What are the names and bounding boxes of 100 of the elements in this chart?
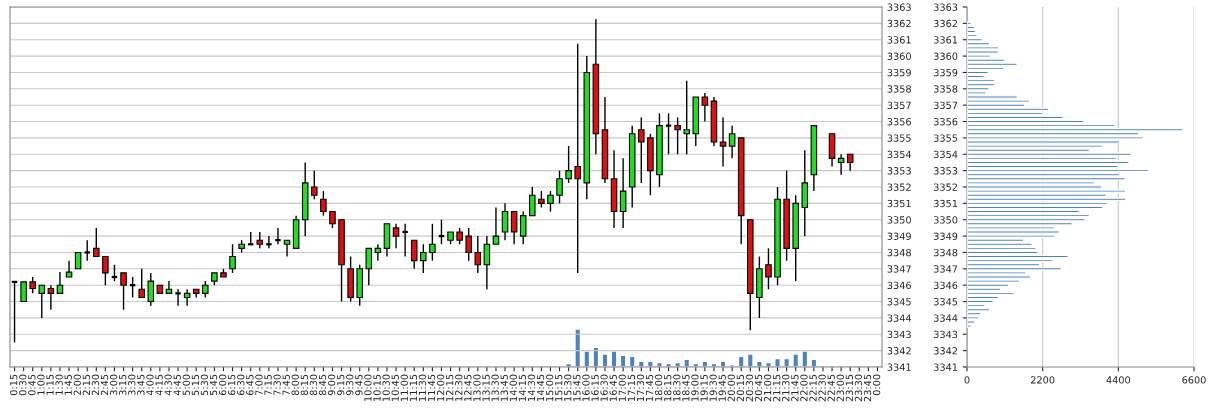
- bar: [967, 62, 1018, 67]
- x-tick-label: 2:30: [91, 374, 100, 396]
- bar: [967, 189, 1127, 193]
- candlestick: [374, 243, 382, 262]
- bar: [967, 127, 1184, 132]
- y-tick-label: 3362: [933, 19, 957, 28]
- candlestick: [492, 206, 500, 245]
- y-tick-label: 3359: [933, 68, 958, 77]
- candlestick: [83, 239, 92, 262]
- x-tick-label: 2:45: [100, 374, 109, 396]
- candlestick: [174, 288, 182, 307]
- candlestick: [265, 235, 273, 250]
- candlestick: [683, 79, 690, 155]
- candlestick: [510, 210, 518, 245]
- bar: [967, 82, 996, 87]
- x-tick-label: 6:15: [228, 374, 236, 396]
- candlestick: [38, 284, 46, 319]
- x-tick-label: 12:00: [436, 374, 445, 401]
- x-tick-label: 21:45: [791, 374, 799, 402]
- x-tick-label: 22:00: [800, 374, 808, 402]
- bar: [737, 355, 745, 367]
- x-tick-label: 20:45: [754, 374, 763, 402]
- x-tick-label: 11:00: [400, 374, 408, 401]
- y-tick-label: 3352: [887, 183, 911, 191]
- x-tick-label: 9:45: [355, 374, 363, 396]
- x-tick-label: 1:15: [46, 374, 54, 395]
- x-tick-label: 4400: [1106, 376, 1131, 384]
- y-tick-label: 3360: [887, 52, 911, 60]
- y-tick-label: 3342: [887, 347, 911, 355]
- bar: [583, 350, 591, 367]
- x-tick-label: 15:00: [545, 374, 554, 401]
- candlestick: [574, 43, 581, 274]
- y-tick-label: 3363: [887, 3, 911, 11]
- y-tick-label: 3349: [887, 232, 911, 240]
- candlestick: [410, 239, 418, 270]
- candlestick: [102, 255, 109, 286]
- x-tick-label: 3:00: [109, 374, 118, 396]
- x-tick-label: 18:00: [654, 374, 663, 401]
- y-tick-label: 3348: [887, 248, 911, 257]
- x-tick-label: 2:15: [82, 374, 91, 396]
- x-tick-label: 19:00: [691, 374, 699, 401]
- x-tick-label: 7:45: [282, 374, 290, 395]
- x-tick-label: 7:15: [264, 374, 272, 395]
- bar: [967, 99, 1031, 103]
- candlestick: [474, 235, 482, 274]
- x-tick-label: 10:00: [364, 374, 372, 401]
- x-tick-label: 14:15: [518, 374, 527, 401]
- bar: [592, 346, 600, 367]
- x-tick-label: 8:15: [300, 374, 309, 396]
- y-tick-label: 3348: [933, 248, 958, 257]
- candlestick: [701, 92, 709, 123]
- x-tick-label: 2:00: [73, 374, 81, 396]
- y-tick-label: 3342: [933, 347, 957, 355]
- x-tick-label: 19:15: [700, 374, 708, 401]
- x-tick-label: 0:30: [19, 374, 27, 396]
- x-tick-label: 12:45: [464, 374, 472, 401]
- x-tick-label: 6:30: [237, 374, 245, 396]
- x-tick-label: 4:00: [146, 374, 154, 396]
- bar: [801, 350, 809, 367]
- x-tick-label: 21:15: [773, 374, 781, 402]
- x-tick-label: 8:00: [291, 374, 299, 396]
- y-tick-label: 3358: [933, 85, 958, 93]
- x-tick-label: 3:45: [137, 374, 145, 396]
- y-tick-label: 3346: [887, 281, 911, 290]
- candlestick: [392, 223, 400, 250]
- y-tick-label: 3355: [887, 134, 911, 142]
- y-tick-label: 3353: [933, 167, 958, 175]
- x-tick-label: 13:30: [491, 374, 499, 401]
- candlestick: [147, 272, 155, 307]
- x-tick-label: 3:30: [128, 374, 136, 396]
- x-tick-label: 4:45: [173, 374, 181, 396]
- candlestick: [519, 210, 527, 245]
- candlestick: [138, 268, 145, 299]
- candlestick: [420, 243, 427, 274]
- x-tick-label: 23:45: [863, 374, 872, 402]
- x-tick-label: 10:15: [373, 374, 381, 401]
- x-tick-label: 6600: [1182, 376, 1206, 384]
- y-tick-label: 3345: [887, 298, 911, 306]
- bar: [967, 307, 991, 312]
- candlestick: [483, 235, 491, 290]
- bar: [619, 354, 627, 367]
- candlestick: [56, 271, 64, 295]
- candlestick: [547, 190, 554, 213]
- x-tick-label: 17:15: [627, 374, 636, 401]
- y-tick-label: 3361: [887, 36, 911, 44]
- candlestick: [274, 227, 282, 245]
- x-tick-label: 16:30: [600, 374, 608, 401]
- candlestick: [93, 227, 100, 258]
- x-tick-label: 1:45: [64, 374, 72, 395]
- x-tick-label: 22:15: [809, 374, 817, 402]
- x-tick-label: 3:15: [119, 374, 127, 396]
- y-tick-label: 3354: [933, 150, 958, 159]
- bar: [967, 176, 1126, 181]
- x-tick-label: 7:30: [273, 374, 281, 395]
- y-tick-label: 3350: [887, 216, 911, 224]
- x-tick-label: 17:00: [618, 374, 626, 401]
- bar: [746, 353, 754, 367]
- candlestick: [401, 223, 409, 258]
- x-tick-label: 17:30: [636, 374, 645, 401]
- x-tick-label: 5:00: [182, 374, 190, 396]
